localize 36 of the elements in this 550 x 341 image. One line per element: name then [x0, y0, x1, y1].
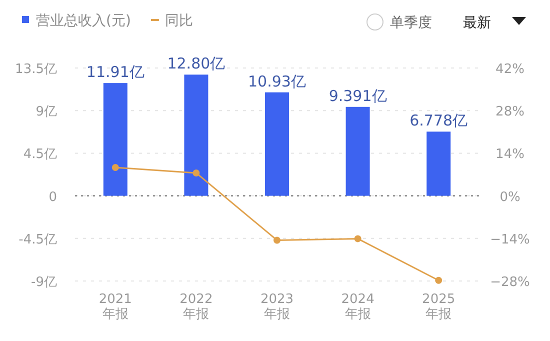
data-label: 6.778亿 [410, 112, 468, 130]
point [274, 236, 280, 244]
y-tick-label: 9亿 [36, 104, 57, 120]
y-tick-label: 13.5亿 [15, 62, 57, 77]
x-tick-label: 2022 年报 [180, 292, 213, 322]
point [354, 235, 362, 242]
point [112, 164, 119, 171]
bar [184, 74, 208, 196]
data-label: 9.391亿 [328, 86, 387, 105]
text: 最新 [463, 15, 491, 31]
y2-tick-label: 28% [496, 104, 524, 120]
bar [346, 106, 370, 196]
bar [265, 92, 289, 196]
y2-tick-label: 14% [496, 147, 524, 162]
y-tick-label: 0 [48, 190, 57, 205]
legend-label: 营业总收入(元) [36, 13, 131, 29]
y2-tick-label: −14% [490, 232, 530, 248]
point [192, 169, 200, 176]
x-tick-label: 2023 年报 [260, 292, 294, 322]
y-tick-label: -9亿 [31, 275, 57, 290]
y2-tick-label: 0% [500, 190, 520, 205]
data-label: 11.91亿 [86, 63, 144, 82]
y-tick-label: -4.5亿 [18, 232, 57, 248]
x-tick-label: 2025 年报 [422, 292, 456, 322]
y2-tick-label: −28% [490, 275, 530, 290]
text: 单季度 [390, 15, 432, 31]
y-tick-label: 4.5亿 [23, 147, 57, 162]
x-tick-label: 2021 年报 [98, 292, 132, 322]
data-label: 10.93亿 [248, 72, 306, 90]
legend-label: 同比 [164, 13, 193, 29]
bar [426, 132, 451, 196]
bar [103, 83, 128, 196]
data-label: 12.80亿 [167, 54, 226, 73]
x-tick-label: 2024 年报 [341, 292, 374, 322]
y2-tick-label: 42% [496, 62, 524, 77]
point [435, 276, 442, 284]
